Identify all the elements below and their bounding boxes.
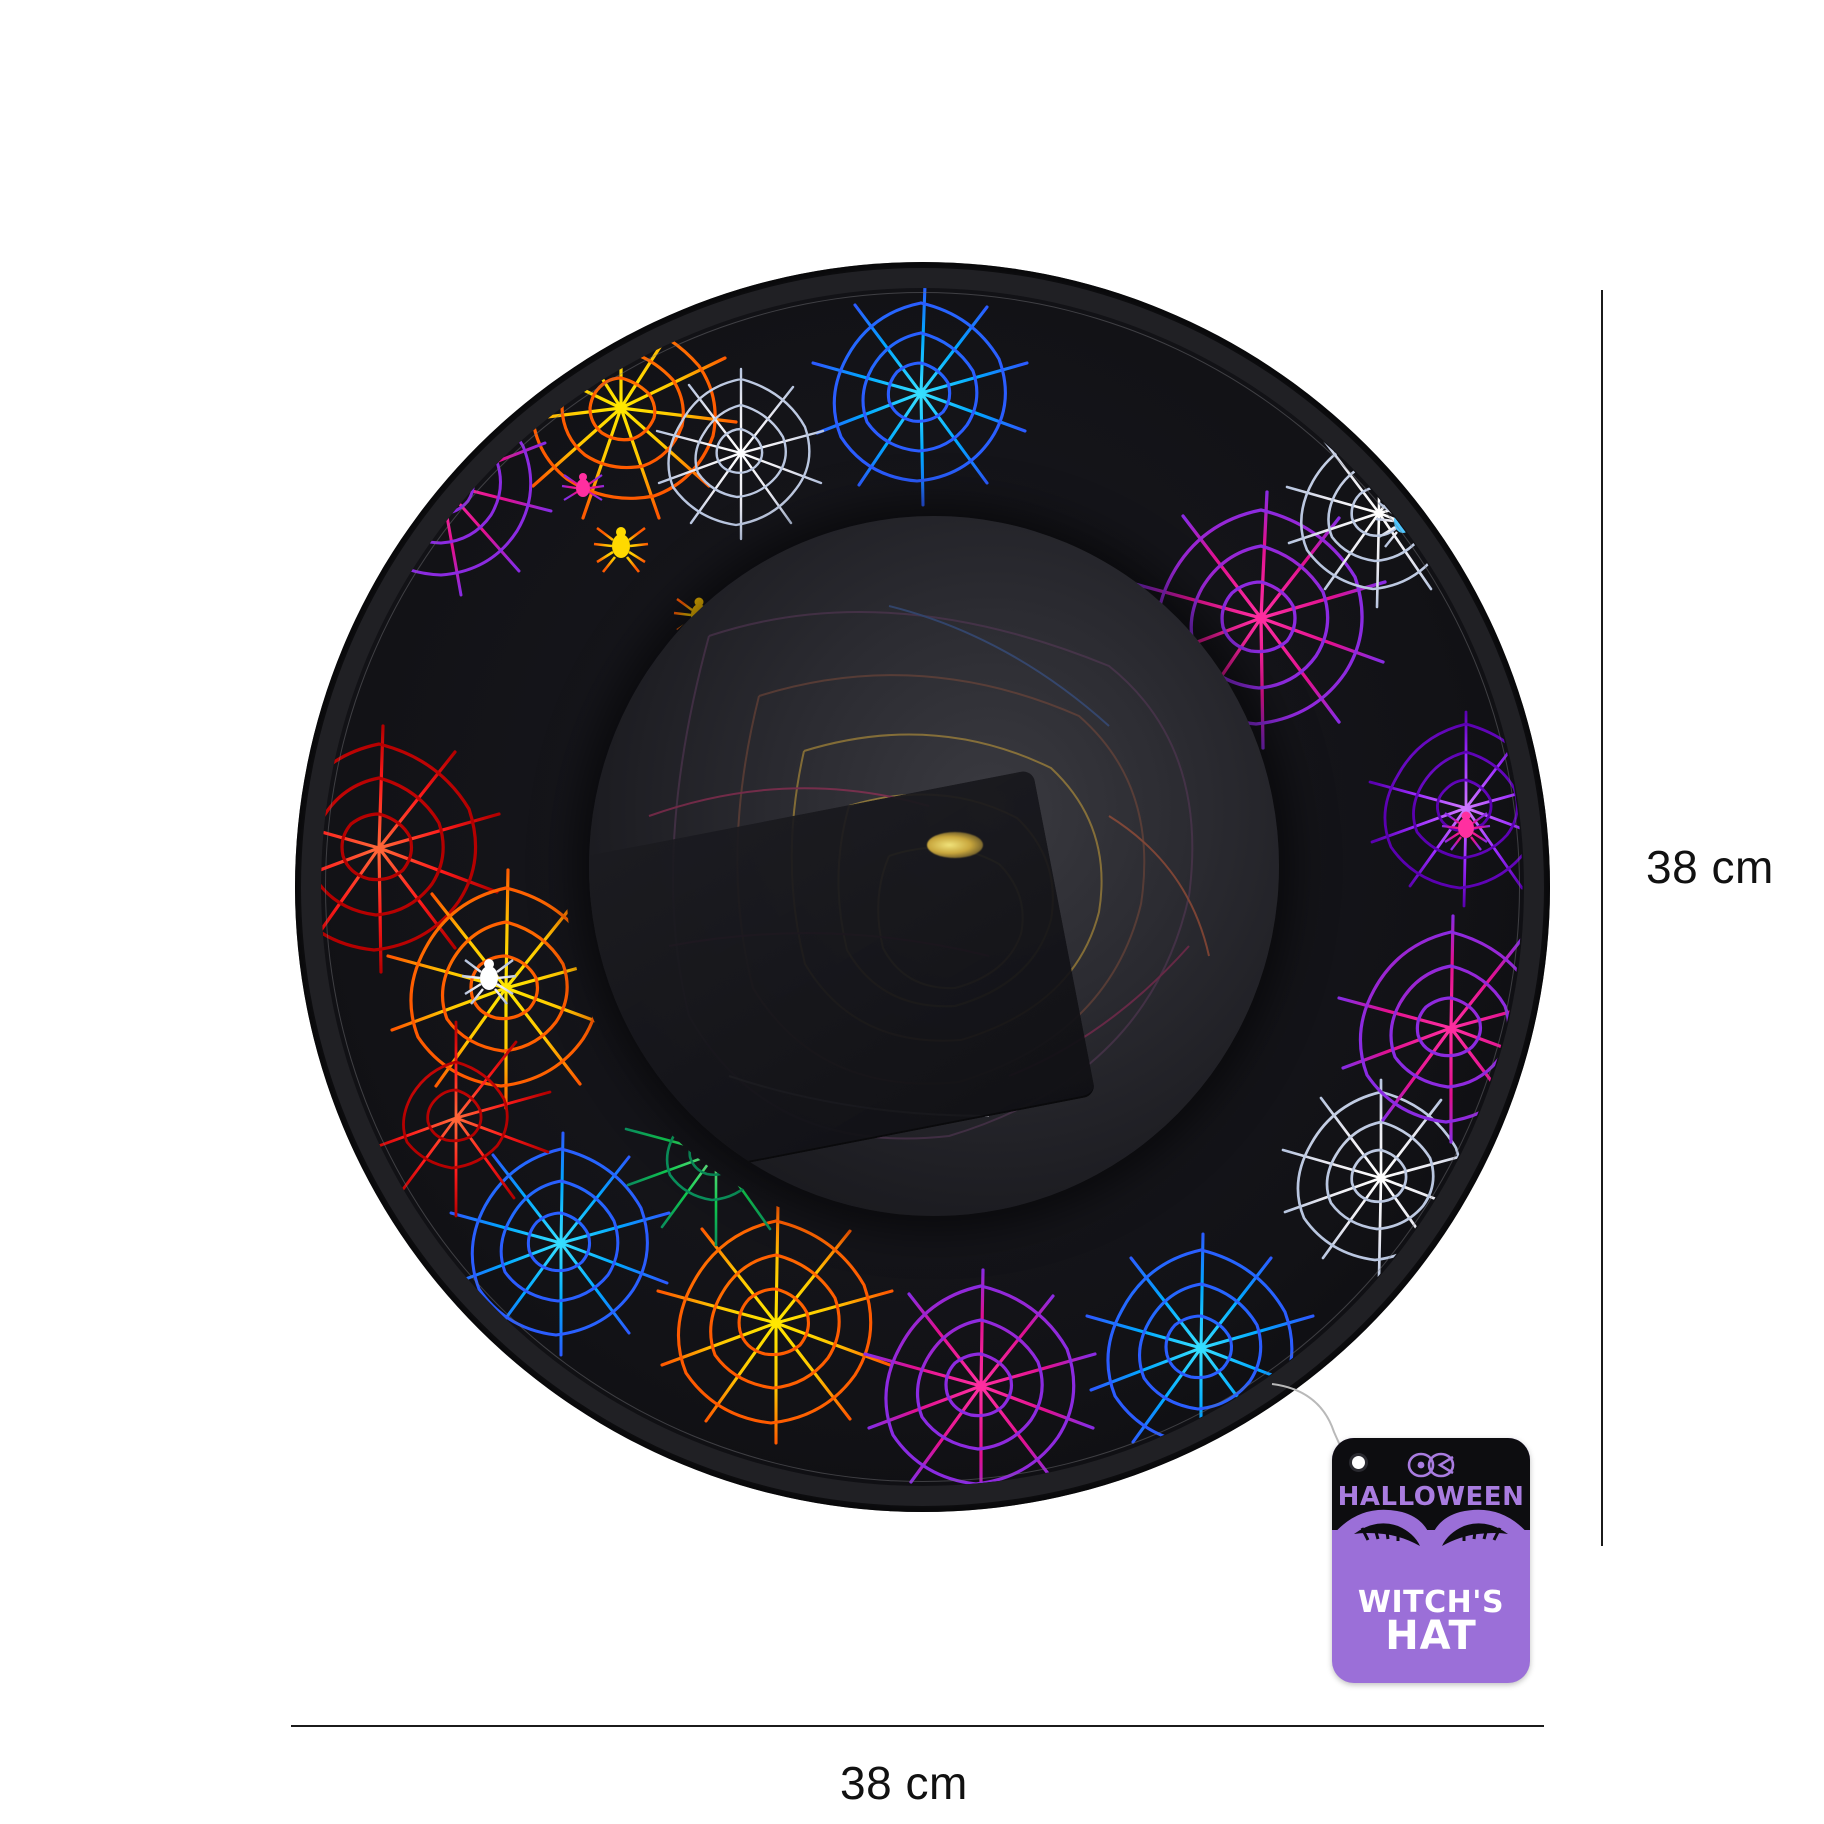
hat-crown xyxy=(589,516,1279,1216)
witch-eyes-graphic xyxy=(1332,1506,1530,1570)
tag-title-line2: HAT xyxy=(1385,1613,1477,1660)
hat-brim-surface xyxy=(321,288,1524,1486)
dimension-label-width: 38 cm xyxy=(840,1757,968,1809)
dimension-line-vertical xyxy=(1601,290,1603,1546)
tag-brand-text: HALLOWEEN xyxy=(1337,1482,1525,1512)
dimension-label-height: 38 cm xyxy=(1646,841,1774,893)
hang-tag: HALLOWEEN WITCH'S HAT xyxy=(1332,1438,1530,1683)
hat-brim xyxy=(295,262,1550,1512)
tag-title: WITCH'S HAT xyxy=(1332,1588,1530,1657)
crown-highlight xyxy=(927,832,983,858)
tag-title-line1: WITCH'S xyxy=(1357,1585,1505,1620)
spider-bow-icon xyxy=(1332,1452,1530,1483)
tag-hole xyxy=(1352,1456,1365,1469)
product-photo xyxy=(295,262,1550,1512)
dimension-line-horizontal xyxy=(291,1725,1544,1727)
